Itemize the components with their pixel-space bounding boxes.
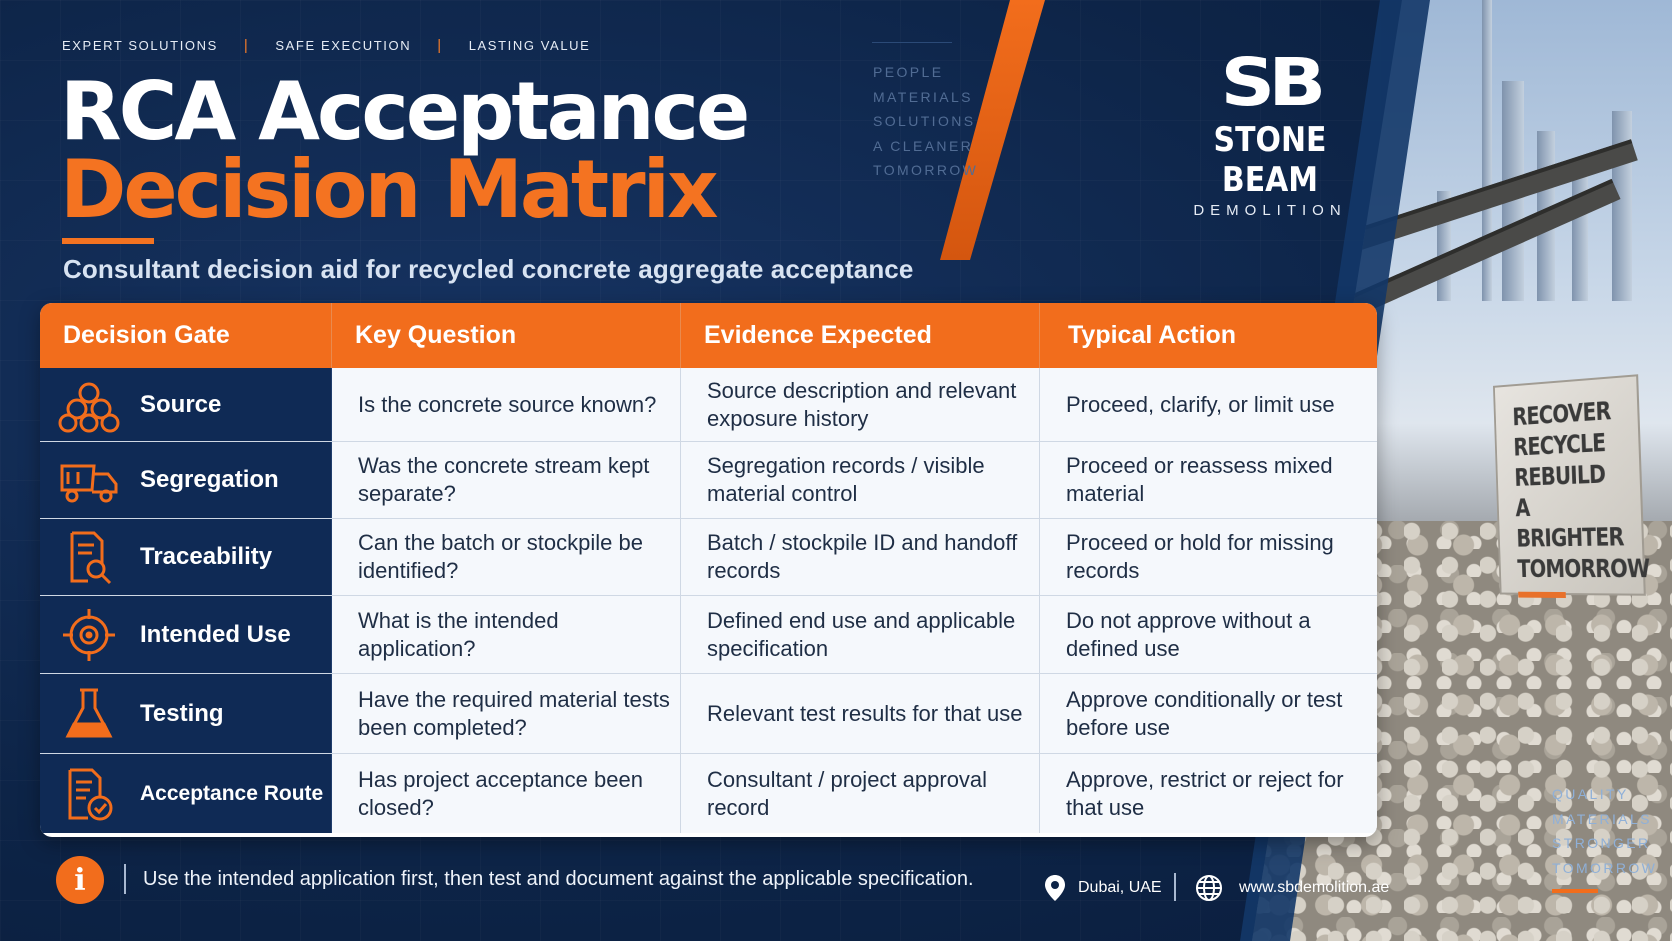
location: Dubai, UAE	[1044, 874, 1162, 902]
side-word: SOLUTIONS	[873, 113, 976, 129]
logo-subtitle: DEMOLITION	[1193, 202, 1347, 219]
map-pin-icon	[1045, 875, 1065, 901]
sign-line: A BRIGHTER	[1514, 493, 1625, 553]
decision-gate-label: Acceptance Route	[140, 781, 324, 805]
evidence-cell: Segregation records / visible material c…	[681, 442, 1040, 518]
title-underline	[62, 238, 154, 244]
stone-pile-icon	[58, 382, 120, 432]
globe-icon	[1196, 875, 1222, 901]
tagline-item: LASTING VALUE	[468, 38, 591, 53]
tagline-item: EXPERT SOLUTIONS	[62, 38, 218, 53]
decision-gate-label: Intended Use	[140, 620, 291, 648]
footer-divider	[1174, 873, 1176, 901]
target-icon	[63, 608, 115, 661]
side-words-rule	[872, 42, 952, 43]
company-logo: SB STONE BEAM DEMOLITION	[1170, 44, 1370, 220]
quality-accent-bar	[1552, 889, 1598, 893]
action-cell: Proceed, clarify, or limit use	[1040, 368, 1377, 441]
quality-word: TOMORROW	[1552, 859, 1658, 876]
sign-line: REBUILD	[1513, 459, 1606, 492]
logo-mark: SB	[1220, 44, 1327, 121]
table-row: Segregation Was the concrete stream kept…	[40, 442, 1377, 519]
tagline: EXPERT SOLUTIONS | SAFE EXECUTION | LAST…	[62, 37, 590, 54]
side-word: TOMORROW	[873, 162, 979, 178]
dump-truck-icon	[60, 464, 118, 503]
column-header: Evidence Expected	[681, 303, 1040, 368]
tagline-separator: |	[243, 37, 250, 54]
page-title-line-1: RCA Acceptance	[60, 65, 750, 158]
key-question-cell: Has project acceptance been closed?	[332, 754, 681, 833]
quality-word: STRONGER	[1552, 835, 1651, 851]
decision-matrix-table: Decision Gate Key Question Evidence Expe…	[40, 303, 1377, 837]
decision-gate-cell: Testing	[40, 674, 332, 753]
table-row: Testing Have the required material tests…	[40, 674, 1377, 754]
decision-gate-label: Traceability	[140, 543, 273, 570]
key-question-cell: What is the intended application?	[332, 596, 681, 673]
key-question-cell: Have the required material tests been co…	[332, 674, 681, 753]
side-word: MATERIALS	[873, 88, 973, 105]
evidence-cell: Batch / stockpile ID and handoff records	[681, 519, 1040, 595]
quality-words: QUALITY MATERIALS STRONGER TOMORROW	[1552, 782, 1657, 880]
page-subtitle: Consultant decision aid for recycled con…	[63, 254, 914, 284]
tagline-separator: |	[437, 37, 443, 54]
evidence-cell: Consultant / project approval record	[681, 754, 1040, 833]
recover-recycle-sign: RECOVER RECYCLE REBUILD A BRIGHTER TOMOR…	[1492, 374, 1650, 599]
side-word: PEOPLE	[873, 64, 944, 80]
key-question-cell: Can the batch or stockpile be identified…	[332, 519, 681, 595]
action-cell: Approve conditionally or test before use	[1040, 674, 1377, 753]
evidence-cell: Source description and relevant exposure…	[681, 368, 1040, 441]
table-row: Intended Use What is the intended applic…	[40, 596, 1377, 674]
evidence-cell: Defined end use and applicable specifica…	[681, 596, 1040, 673]
column-header: Typical Action	[1068, 321, 1237, 349]
footer-note: Use the intended application first, then…	[143, 868, 974, 890]
action-cell: Do not approve without a defined use	[1040, 596, 1377, 673]
decision-gate-cell: Source	[40, 368, 332, 441]
info-icon: i	[56, 856, 104, 904]
logo-name: STONE BEAM	[1213, 120, 1327, 200]
website: www.sbdemolition.ae	[1195, 874, 1389, 902]
column-header: Decision Gate	[40, 303, 332, 368]
decision-gate-cell: Intended Use	[40, 596, 332, 673]
skyline-tower	[1572, 161, 1588, 301]
document-search-icon	[70, 531, 112, 585]
table-row: Source Is the concrete source known? Sou…	[40, 368, 1377, 442]
table-row: Traceability Can the batch or stockpile …	[40, 519, 1377, 596]
decision-gate-cell: Segregation	[40, 442, 332, 518]
decision-gate-label: Source	[140, 390, 222, 418]
side-words: PEOPLE MATERIALS SOLUTIONS A CLEANER TOM…	[873, 60, 978, 183]
quality-word: QUALITY	[1552, 786, 1629, 802]
tagline-item: SAFE EXECUTION	[275, 38, 412, 53]
sign-line: RECYCLE	[1512, 427, 1606, 462]
website-link[interactable]: www.sbdemolition.ae	[1239, 879, 1390, 896]
key-question-cell: Is the concrete source known?	[332, 368, 681, 441]
skyline-tower	[1482, 0, 1492, 301]
footer-divider	[124, 864, 126, 894]
sign-accent-bar	[1518, 591, 1566, 599]
action-cell: Approve, restrict or reject for that use	[1040, 754, 1377, 833]
document-check-icon	[68, 768, 113, 820]
decision-gate-cell: Traceability	[40, 519, 332, 595]
action-cell: Proceed or reassess mixed material	[1040, 442, 1377, 518]
action-cell: Proceed or hold for missing records	[1040, 519, 1377, 595]
table-header-row: Decision Gate Key Question Evidence Expe…	[40, 303, 1377, 368]
sign-line: TOMORROW	[1516, 553, 1650, 584]
decision-gate-cell: Acceptance Route	[40, 754, 332, 833]
page-title-line-2: Decision Matrix	[60, 143, 719, 236]
column-header: Key Question	[332, 303, 681, 368]
decision-gate-label: Testing	[140, 699, 224, 727]
flask-icon	[65, 688, 113, 737]
table-row: Acceptance Route Has project acceptance …	[40, 754, 1377, 833]
evidence-cell: Relevant test results for that use	[681, 674, 1040, 753]
decision-gate-label: Segregation	[140, 466, 279, 493]
location-text: Dubai, UAE	[1078, 879, 1162, 896]
key-question-cell: Was the concrete stream kept separate?	[332, 442, 681, 518]
quality-word: MATERIALS	[1552, 810, 1652, 827]
side-word: A CLEANER	[873, 137, 974, 154]
